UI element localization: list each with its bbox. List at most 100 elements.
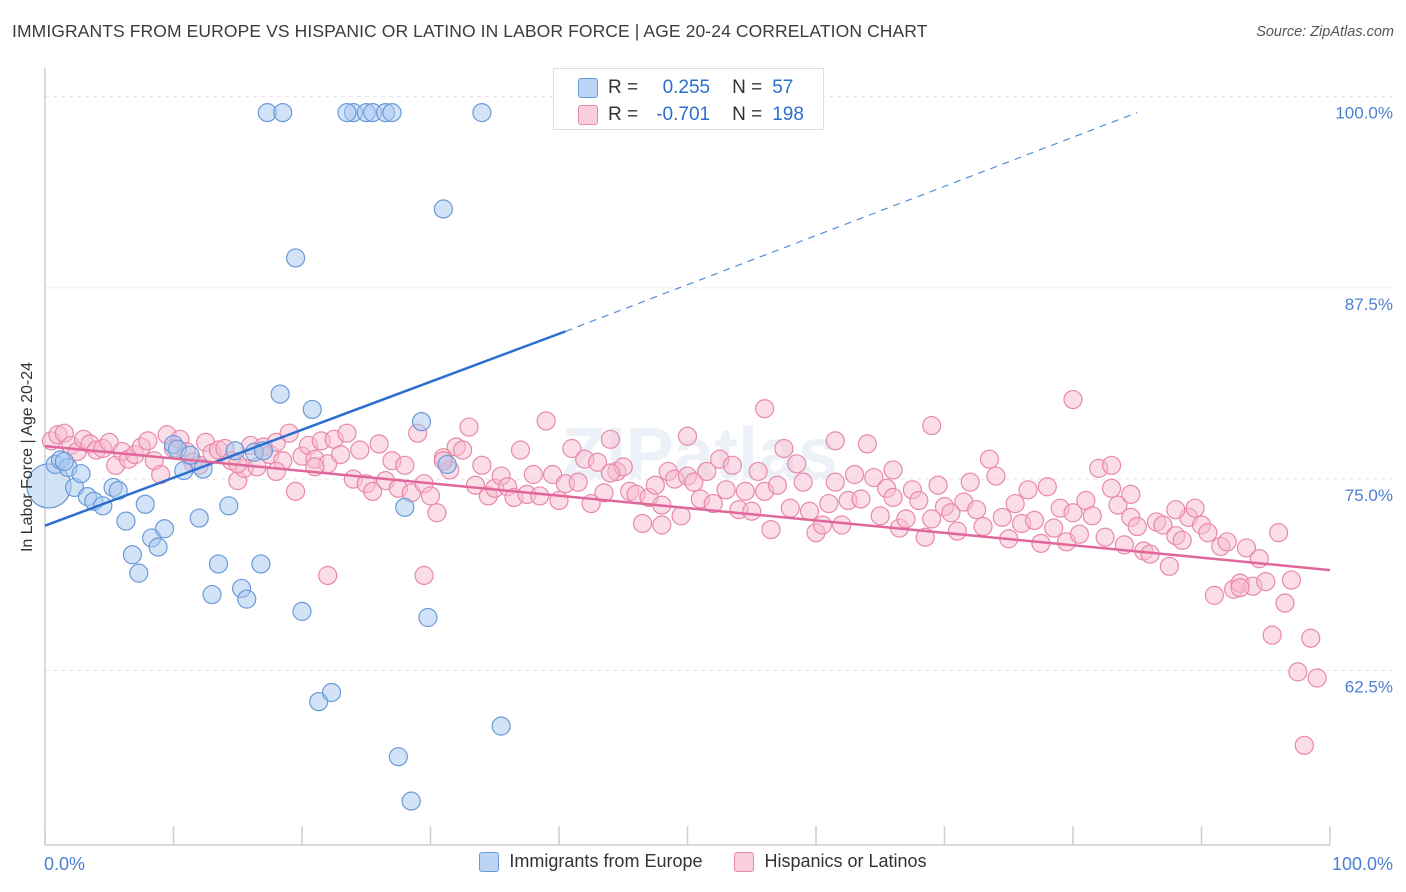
hispanic-point <box>1262 625 1282 645</box>
legend-label-europe: Immigrants from Europe <box>509 851 703 871</box>
europe-point <box>418 607 438 628</box>
x-tick-label: 100.0% <box>1332 854 1393 874</box>
hispanic-point <box>568 472 588 492</box>
europe-point <box>148 537 168 557</box>
hispanic-point <box>864 467 884 488</box>
europe-point <box>411 412 432 432</box>
hispanic-point <box>793 472 813 492</box>
axes <box>44 68 1331 846</box>
hispanic-point <box>748 461 768 482</box>
hispanic-point <box>992 507 1012 527</box>
hispanic-point <box>780 498 800 518</box>
x-tick-label: 0.0% <box>44 854 85 874</box>
europe-point <box>116 511 136 531</box>
europe-point <box>202 584 222 605</box>
legend-swatch-blue <box>578 78 598 98</box>
hispanic-point <box>1230 578 1250 598</box>
europe-point <box>270 384 290 404</box>
hispanic-point <box>742 501 762 521</box>
europe-point <box>292 601 312 621</box>
hispanic-point <box>1281 570 1302 590</box>
legend-swatch-pink <box>734 851 755 872</box>
legend-n-label: N = <box>732 77 763 98</box>
europe-point <box>491 716 511 736</box>
hispanic-point <box>1018 480 1038 500</box>
europe-series <box>26 102 511 811</box>
europe-point <box>382 102 402 123</box>
hispanic-point <box>1121 484 1141 504</box>
europe-point <box>302 399 322 420</box>
y-tick-label: 75.0% <box>1345 486 1393 505</box>
hispanic-point <box>857 434 878 454</box>
hispanic-trend-line <box>44 444 1331 572</box>
europe-point <box>71 464 91 484</box>
europe-trend-line <box>44 330 566 527</box>
hispanic-point <box>697 461 717 482</box>
hispanic-point <box>1256 572 1276 592</box>
hispanic-point <box>883 487 903 508</box>
hispanic-point <box>652 515 672 535</box>
hispanic-point <box>1101 478 1122 498</box>
legend-swatch-blue <box>479 851 500 872</box>
europe-point <box>401 791 421 811</box>
hispanic-point <box>812 515 833 535</box>
legend-item-europe[interactable]: Immigrants from Europe <box>479 851 702 872</box>
hispanic-point <box>472 455 492 475</box>
y-tick-label: 87.5% <box>1345 295 1393 314</box>
hispanic-point <box>941 503 961 523</box>
hispanic-point <box>363 481 383 501</box>
legend-r-value: -0.701 <box>656 104 711 125</box>
hispanic-point <box>1172 530 1192 550</box>
hispanic-point <box>799 501 820 521</box>
legend-row-europe: R = 0.255 N = 57 <box>578 77 793 99</box>
hispanic-point <box>761 519 781 540</box>
hispanic-point <box>722 455 743 475</box>
hispanic-point <box>330 445 351 465</box>
tick-labels: 62.5% 75.0% 87.5% 100.0% 0.0% 100.0% <box>44 104 1393 874</box>
legend-bottom: Immigrants from Europe Hispanics or Lati… <box>0 851 1406 872</box>
hispanic-point <box>453 440 473 460</box>
chart-title: IMMIGRANTS FROM EUROPE VS HISPANIC OR LA… <box>12 21 928 41</box>
hispanic-point <box>1294 735 1314 755</box>
legend-item-hispanic[interactable]: Hispanics or Latinos <box>734 851 927 872</box>
hispanic-point <box>266 461 286 482</box>
europe-point <box>251 554 271 574</box>
hispanic-point <box>1159 556 1179 576</box>
hispanic-point <box>819 493 839 514</box>
hispanic-point <box>774 438 794 459</box>
y-tick-label: 62.5% <box>1345 677 1393 696</box>
y-tick-label: 100.0% <box>1335 104 1393 123</box>
hispanic-point <box>1127 516 1147 537</box>
hispanic-point <box>318 565 338 586</box>
legend-row-hispanic: R = -0.701 N = 198 <box>578 104 804 126</box>
legend-r-label: R = <box>608 104 639 125</box>
hispanic-point <box>1063 389 1083 410</box>
hispanic-point <box>1005 493 1025 514</box>
hispanic-point <box>1301 628 1321 648</box>
legend-r-label: R = <box>608 77 639 98</box>
hispanic-point <box>1166 500 1186 520</box>
europe-point <box>433 199 453 219</box>
legend-n-value: 198 <box>772 104 804 125</box>
europe-point <box>437 454 457 475</box>
hispanic-point <box>645 475 665 495</box>
hispanic-point <box>703 493 723 514</box>
hispanic-point <box>947 521 967 541</box>
hispanic-point <box>979 449 1000 469</box>
hispanic-point <box>395 455 415 475</box>
hispanic-point <box>536 411 556 431</box>
europe-point <box>237 589 257 609</box>
hispanic-point <box>1024 510 1045 531</box>
hispanic-point <box>825 472 845 492</box>
source-label: Source: ZipAtlas.com <box>1256 24 1394 40</box>
hispanic-point <box>414 565 434 586</box>
hispanic-point <box>350 440 370 460</box>
hispanic-point <box>1185 498 1205 518</box>
hispanic-point <box>138 431 158 451</box>
hispanic-point <box>735 481 755 501</box>
hispanic-point <box>1275 593 1295 613</box>
hispanic-point <box>1153 515 1173 535</box>
hispanic-point <box>1236 538 1257 558</box>
legend-swatch-pink <box>578 105 598 125</box>
hispanic-point <box>1108 495 1128 515</box>
